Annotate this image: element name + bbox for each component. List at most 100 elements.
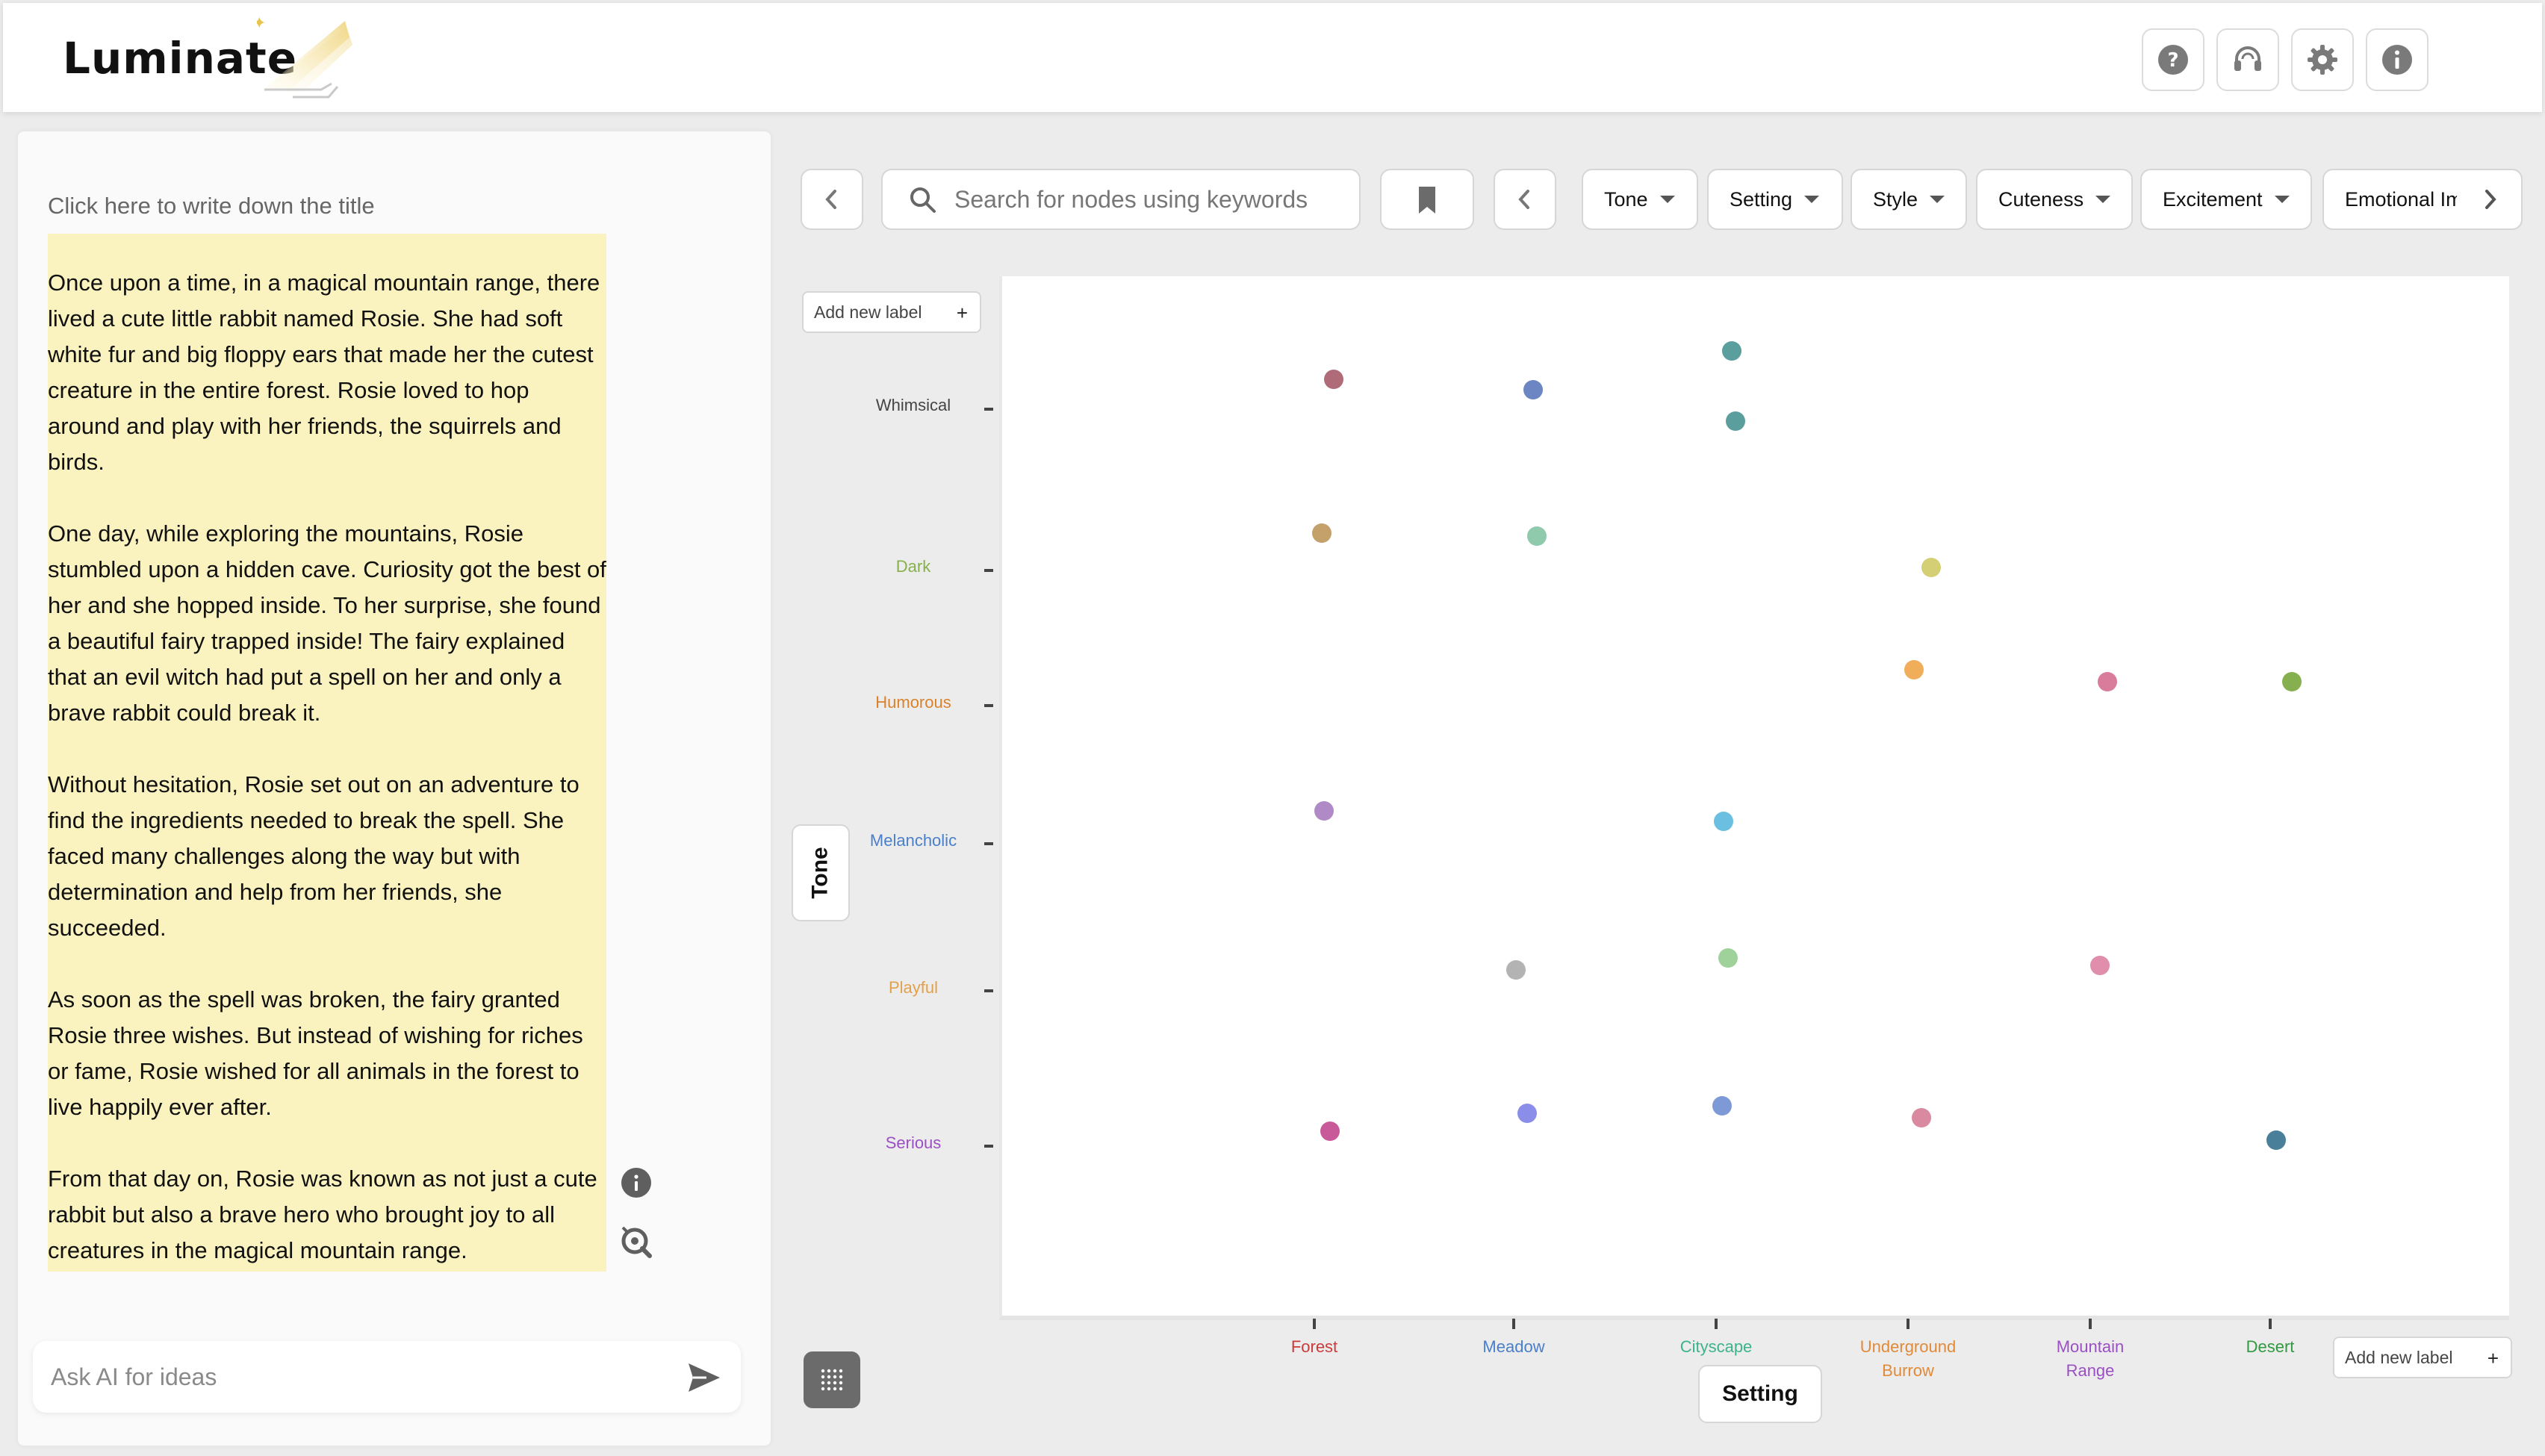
editor-panel: Click here to write down the title Once … (18, 131, 771, 1446)
dimension-dropdown-cuteness[interactable]: Cuteness (1976, 169, 2133, 230)
add-label-text: Add new label (2345, 1347, 2453, 1367)
story-text[interactable]: Once upon a time, in a magical mountain … (48, 234, 606, 1272)
plus-icon: + (956, 302, 968, 324)
dropdown-label: Tone (1604, 187, 1648, 211)
bookmark-button[interactable] (1380, 169, 1474, 230)
dot-grid-icon (821, 1369, 843, 1391)
x-category-label[interactable]: Cityscape (1679, 1337, 1753, 1356)
x-tick (2089, 1319, 2092, 1329)
y-category-label[interactable]: Whimsical (875, 396, 951, 414)
scatter-point[interactable] (1505, 960, 1526, 980)
scatter-point[interactable] (2098, 672, 2118, 691)
x-tick (2269, 1319, 2272, 1329)
add-y-label-button[interactable]: Add new label + (802, 291, 981, 333)
scatter-point[interactable] (1714, 812, 1734, 831)
scatter-point[interactable] (1314, 801, 1334, 821)
scatter-point[interactable] (1527, 526, 1547, 546)
search-target-icon[interactable] (620, 1226, 653, 1259)
chevron-left-icon (825, 190, 836, 209)
x-category-label[interactable]: Forest (1290, 1337, 1338, 1356)
dropdown-label: Emotional Im (2345, 187, 2463, 211)
y-category-label[interactable]: Serious (885, 1133, 942, 1152)
gear-icon (2308, 45, 2337, 75)
y-tick (984, 408, 993, 411)
dropdown-label: Excitement (2163, 187, 2263, 211)
scatter-point[interactable] (2281, 672, 2302, 691)
story-paragraph: Once upon a time, in a magical mountain … (48, 270, 600, 475)
scatter-point[interactable] (1721, 341, 1741, 361)
scroll-left-button[interactable] (1494, 169, 1556, 230)
back-button[interactable] (801, 169, 863, 230)
y-tick (984, 569, 993, 572)
plus-icon: + (2487, 1347, 2499, 1369)
scatter-point[interactable] (2266, 1130, 2286, 1150)
grid-view-button[interactable] (804, 1351, 860, 1408)
x-tick (1313, 1319, 1316, 1329)
scatter-point[interactable] (1718, 948, 1738, 968)
search-box (881, 169, 1361, 230)
scatter-point[interactable] (1517, 1104, 1538, 1123)
y-category-label[interactable]: Dark (895, 557, 931, 576)
dimension-dropdown-setting[interactable]: Setting (1707, 169, 1843, 230)
chevron-right-icon (2485, 190, 2496, 209)
search-icon (910, 187, 936, 213)
app-logo-text: Luminate (63, 33, 298, 84)
y-category-label[interactable]: Humorous (875, 693, 951, 712)
caret-down-icon (1930, 196, 1945, 203)
scatter-plot-area[interactable] (999, 276, 2509, 1320)
top-bar: Luminate ✦ ? (3, 3, 2542, 112)
x-tick (1907, 1319, 1909, 1329)
caret-down-icon (1659, 196, 1675, 203)
info-button[interactable] (2366, 28, 2429, 91)
ask-ai-box (33, 1341, 741, 1413)
story-title-placeholder[interactable]: Click here to write down the title (48, 193, 375, 219)
x-category-label[interactable]: Meadow (1482, 1337, 1545, 1356)
x-tick (1715, 1319, 1718, 1329)
scatter-point[interactable] (1726, 411, 1745, 431)
x-axis-dimension-button[interactable]: Setting (1698, 1365, 1822, 1423)
info-circle-icon[interactable] (620, 1166, 653, 1199)
x-category-label[interactable]: Underground Burrow (1859, 1337, 1957, 1380)
caret-down-icon (1804, 196, 1820, 203)
scatter-point[interactable] (1312, 523, 1332, 543)
scatter-point[interactable] (1912, 1108, 1932, 1127)
y-axis-dimension-button[interactable]: Tone (792, 824, 850, 921)
dropdown-label: Setting (1730, 187, 1793, 211)
question-circle-icon: ? (2158, 45, 2188, 75)
ask-ai-input[interactable] (51, 1341, 633, 1413)
scroll-right-button[interactable] (2457, 169, 2523, 230)
scatter-point[interactable] (1324, 370, 1343, 389)
add-x-label-button[interactable]: Add new label + (2333, 1337, 2512, 1378)
help-button[interactable]: ? (2142, 28, 2204, 91)
scatter-point[interactable] (1523, 380, 1543, 399)
scatter-point[interactable] (1904, 660, 1924, 679)
dimension-dropdown-excitement[interactable]: Excitement (2140, 169, 2312, 230)
settings-button[interactable] (2291, 28, 2354, 91)
dimension-dropdown-tone[interactable]: Tone (1582, 169, 1698, 230)
info-circle-icon (2382, 45, 2412, 75)
caret-down-icon (2095, 196, 2111, 203)
y-tick (984, 1145, 993, 1148)
dimension-dropdown-style[interactable]: Style (1851, 169, 1967, 230)
y-tick (984, 704, 993, 707)
search-input[interactable] (954, 170, 1343, 228)
scatter-point[interactable] (1320, 1121, 1340, 1141)
y-category-label[interactable]: Playful (888, 978, 939, 997)
story-paragraph: Without hesitation, Rosie set out on an … (48, 771, 579, 941)
support-button[interactable] (2216, 28, 2279, 91)
scatter-point[interactable] (1712, 1096, 1732, 1116)
logo-pages-icon: ✦ (257, 15, 352, 99)
x-category-label[interactable]: Desert (2246, 1337, 2295, 1356)
x-category-label[interactable]: Mountain Range (2056, 1337, 2125, 1380)
x-axis-title: Setting (1722, 1381, 1798, 1406)
chevron-left-icon (1518, 190, 1529, 209)
svg-text:✦: ✦ (257, 15, 266, 32)
scatter-point[interactable] (2090, 956, 2110, 975)
headset-icon (2234, 46, 2261, 71)
send-icon[interactable] (686, 1359, 723, 1396)
y-axis-title: Tone (808, 847, 833, 899)
y-category-label[interactable]: Melancholic (869, 831, 957, 850)
scatter-point[interactable] (1921, 558, 1942, 577)
story-paragraph: As soon as the spell was broken, the fai… (48, 986, 583, 1120)
caret-down-icon (2274, 196, 2290, 203)
